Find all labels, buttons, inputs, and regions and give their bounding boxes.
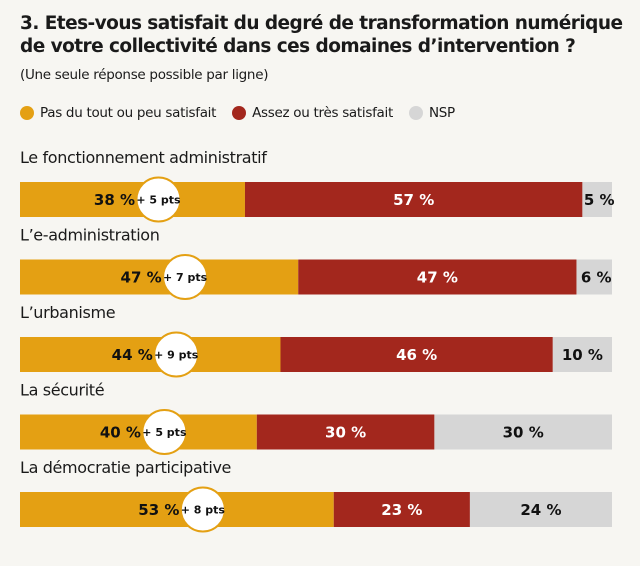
bar-segment-unsatisfied-3	[20, 414, 257, 450]
bar-segment-satisfied-3	[256, 414, 435, 450]
value-label-unsatisfied-0: 38 %	[94, 191, 135, 209]
legend-swatch-nsp	[408, 106, 423, 120]
value-label-nsp-4: 24 %	[520, 501, 561, 519]
chart-title: 3. Etes-vous satisfait du degré de trans…	[20, 12, 632, 58]
value-label-satisfied-4: 23 %	[381, 501, 422, 519]
delta-label-1: + 7 pts	[163, 271, 208, 284]
legend-item-nsp: NSP	[408, 105, 455, 121]
delta-badge-2	[153, 331, 200, 378]
value-label-unsatisfied-1: 47 %	[121, 269, 162, 287]
bar-segment-satisfied-2	[280, 337, 553, 372]
value-label-unsatisfied-3: 40 %	[100, 424, 141, 442]
bar-segment-nsp-3	[434, 414, 612, 450]
bar-segment-satisfied-4	[333, 492, 470, 527]
bar-segment-unsatisfied-0	[20, 182, 245, 217]
category-label-4: La démocratie participative	[20, 458, 231, 477]
value-label-satisfied-0: 57 %	[393, 191, 434, 209]
delta-label-0: + 5 pts	[136, 194, 181, 207]
legend-label-unsatisfied: Pas du tout ou peu satisfait	[40, 105, 217, 121]
delta-badge-3	[141, 409, 188, 455]
value-label-nsp-3: 30 %	[503, 424, 544, 442]
bar-segment-satisfied-1	[298, 259, 577, 295]
value-label-nsp-2: 10 %	[562, 346, 603, 364]
legend-item-unsatisfied: Pas du tout ou peu satisfait	[20, 105, 216, 121]
category-label-3: La sécurité	[20, 381, 104, 400]
bar-segment-nsp-1	[576, 259, 612, 295]
bar-segment-unsatisfied-2	[20, 337, 281, 372]
bar-segment-nsp-2	[552, 337, 612, 372]
chart-title-line-1: 3. Etes-vous satisfait du degré de trans…	[20, 13, 623, 34]
bar-segment-unsatisfied-4	[20, 492, 334, 527]
bar-segment-nsp-4	[469, 492, 612, 527]
delta-badge-1	[162, 254, 209, 300]
legend-swatch-unsatisfied	[20, 106, 34, 120]
category-label-0: Le fonctionnement administratif	[20, 148, 267, 167]
delta-badge-0	[135, 176, 182, 223]
value-label-satisfied-2: 46 %	[396, 346, 437, 364]
delta-label-4: + 8 pts	[181, 504, 226, 517]
chart-legend: Pas du tout ou peu satisfait Assez ou tr…	[20, 103, 471, 123]
delta-label-2: + 9 pts	[154, 349, 199, 362]
value-label-unsatisfied-4: 53 %	[138, 501, 179, 519]
value-label-nsp-0: 5 %	[584, 191, 615, 209]
value-label-nsp-1: 6 %	[581, 269, 612, 287]
delta-label-3: + 5 pts	[142, 426, 187, 439]
legend-label-satisfied: Assez ou très satisfait	[252, 105, 393, 121]
bar-segment-unsatisfied-1	[20, 259, 299, 295]
category-label-1: L’e-administration	[20, 226, 160, 245]
value-label-unsatisfied-2: 44 %	[112, 346, 153, 364]
chart-subtitle: (Une seule réponse possible par ligne)	[20, 67, 269, 83]
value-label-satisfied-1: 47 %	[417, 269, 458, 287]
bar-segment-satisfied-0	[244, 182, 583, 217]
delta-badge-4	[179, 486, 226, 533]
legend-item-satisfied: Assez ou très satisfait	[232, 105, 393, 121]
legend-swatch-satisfied	[232, 106, 247, 120]
bar-segment-nsp-0	[582, 182, 612, 217]
value-label-satisfied-3: 30 %	[325, 424, 366, 442]
chart-title-line-2: de votre collectivité dans ces domaines …	[20, 36, 576, 57]
category-label-2: L’urbanisme	[20, 303, 115, 322]
legend-label-nsp: NSP	[428, 105, 455, 121]
